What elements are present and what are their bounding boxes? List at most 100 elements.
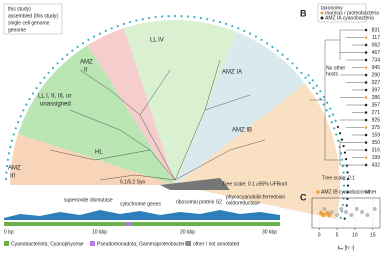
ring-dot [346,197,349,200]
x-tick-label: 10 [352,232,358,238]
leaf-dot [364,156,368,159]
ring-dot [129,20,132,24]
ring-dot [35,86,38,90]
ring-dot [295,66,299,70]
legend-text: AMZ IB cyanobacteria [321,189,370,195]
panel-label: B [300,8,307,18]
track-tick: 20 kbp [180,229,195,235]
ring-dot [346,171,349,174]
clade-wedge [175,32,306,185]
ring-dot [43,76,46,79]
gene-label: oxidoreductase [226,200,260,206]
clade-label: AMZ IA [222,70,242,76]
x-tick-label: 5 [336,232,339,238]
ring-dot [167,15,170,18]
ring-dot [193,16,196,19]
ring-dot [81,42,85,45]
ring-dot [199,16,202,20]
leaf-dot [364,118,368,122]
clade-label: AMZ [80,60,93,66]
clade-label: III [10,174,15,180]
track-tick: 0 bp [4,229,14,235]
ring-dot [271,45,274,49]
ring-dot [325,109,328,112]
ring-dot [87,38,90,41]
leaf-label: 027 [372,80,381,86]
x-tick-label: 0 [318,232,321,238]
legend-swatch [320,11,324,15]
clade-label: 5.1/5.2 Syn [120,179,146,185]
gene-label: superoxide dismutase [64,197,113,203]
ring-dot [330,121,334,124]
ring-dot [225,22,228,26]
ring-dot [104,29,107,32]
ring-dot [342,178,345,181]
ring-dot [180,15,183,18]
point [344,210,348,214]
legend-text: Pseudomonadota; Gammaproteobacteria [97,241,189,247]
clade-wedge [87,28,175,186]
leaf-label: 397 [372,87,381,93]
leaf-label: 286 [372,95,381,101]
ring-dot [66,53,69,56]
ring-dot [5,178,8,181]
ring-dot [315,84,318,87]
leaf-label: 926 [372,117,381,123]
ring-dot [341,203,344,207]
legend-text: single cell genome [8,20,50,26]
ring-dot [319,90,322,93]
legend-text: AMZ IA cyanobacteria [325,15,374,21]
ring-dot [212,19,215,22]
ring-dot [249,32,252,35]
ring-dot [304,76,307,79]
clade-label: HL [95,150,103,156]
track-tick: 10 kbp [92,229,107,235]
leaf-dot [364,96,368,99]
ring-dot [276,49,279,52]
ring-dot [281,53,284,56]
ring-dot [154,16,157,19]
ring-dot [254,35,257,38]
ring-dot [322,95,326,99]
leaf-dot [364,81,368,84]
ring-dot [341,165,345,168]
ring-dot [344,158,348,161]
ring-dot [315,92,319,95]
leaf-label: 199 [372,155,381,161]
ring-dot [237,27,240,30]
leaf-dot [364,163,368,167]
leaf-dot [364,126,368,129]
ring-dot [339,216,342,219]
ring-dot [307,74,310,77]
point [322,207,327,211]
leaf-label: 467 [372,50,381,56]
leaf-dot [364,36,368,39]
ring-dot [343,151,347,154]
ring-dot [14,127,17,130]
leaf-label: 432 [372,162,381,168]
legend-text: other [365,189,377,195]
ring-dot [186,15,190,18]
scatter [318,207,377,218]
ring-dot [93,35,96,38]
leaf-dot [364,111,368,114]
legend-text: Cyanobacteriota; Cyanophyceae [11,241,84,247]
ring-dot [51,66,55,70]
ring-dot [31,92,35,95]
ring-dot [342,184,346,187]
leaf-label: 117 [372,35,380,41]
ring-dot [342,190,345,194]
ring-dot [319,97,322,101]
ring-dot [148,16,151,20]
leaf-dot [364,103,368,107]
legend-box [317,3,367,23]
legend-text: this study) [8,6,31,12]
legend-swatch [186,241,191,246]
ring-dot [76,45,79,49]
x-axis-label: kₘ [h⁻¹] [338,245,355,251]
ring-dot [334,119,337,122]
clade-label: unassigned [40,102,71,108]
leaf-label: 316 [372,147,381,153]
ring-dot [16,121,20,124]
note: No other [326,65,346,71]
